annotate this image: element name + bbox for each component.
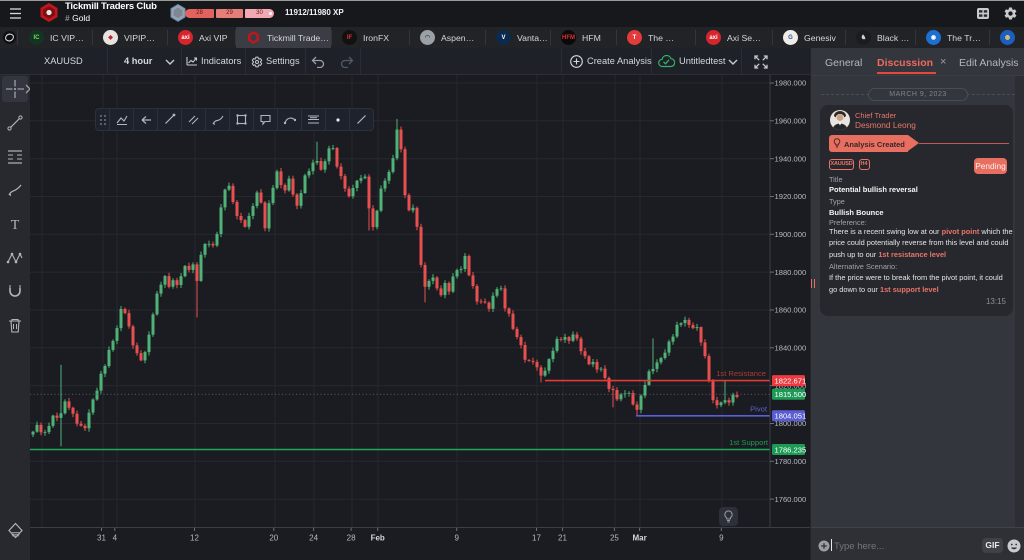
svg-text:20: 20 xyxy=(269,534,278,543)
svg-text:1815.500: 1815.500 xyxy=(775,390,807,399)
svg-text:1840.000: 1840.000 xyxy=(775,344,807,353)
svg-text:1980.000: 1980.000 xyxy=(775,79,807,88)
svg-text:1804.051: 1804.051 xyxy=(775,412,807,421)
svg-text:1786.235: 1786.235 xyxy=(775,445,807,454)
svg-text:9: 9 xyxy=(719,534,724,543)
svg-text:1780.000: 1780.000 xyxy=(775,457,807,466)
svg-text:24: 24 xyxy=(309,534,318,543)
svg-text:1940.000: 1940.000 xyxy=(775,154,807,163)
svg-text:17: 17 xyxy=(532,534,541,543)
svg-text:1860.000: 1860.000 xyxy=(775,306,807,315)
svg-text:1st Support: 1st Support xyxy=(729,438,769,447)
svg-text:25: 25 xyxy=(610,534,619,543)
svg-text:1920.000: 1920.000 xyxy=(775,192,807,201)
svg-text:4: 4 xyxy=(113,534,118,543)
svg-text:1800.000: 1800.000 xyxy=(775,419,807,428)
svg-text:1822.671: 1822.671 xyxy=(775,376,807,385)
svg-text:Mar: Mar xyxy=(632,534,646,543)
svg-text:1900.000: 1900.000 xyxy=(775,230,807,239)
svg-text:T: T xyxy=(11,218,20,233)
svg-text:Feb: Feb xyxy=(371,534,385,543)
svg-text:31: 31 xyxy=(97,534,106,543)
svg-text:28: 28 xyxy=(347,534,356,543)
svg-text:1880.000: 1880.000 xyxy=(775,268,807,277)
svg-text:1760.000: 1760.000 xyxy=(775,495,807,504)
svg-text:Pivot: Pivot xyxy=(750,404,768,413)
svg-text:12: 12 xyxy=(190,534,199,543)
svg-text:1st Resistance: 1st Resistance xyxy=(716,369,766,378)
svg-text:9: 9 xyxy=(454,534,459,543)
svg-text:1960.000: 1960.000 xyxy=(775,117,807,126)
svg-text:21: 21 xyxy=(558,534,567,543)
